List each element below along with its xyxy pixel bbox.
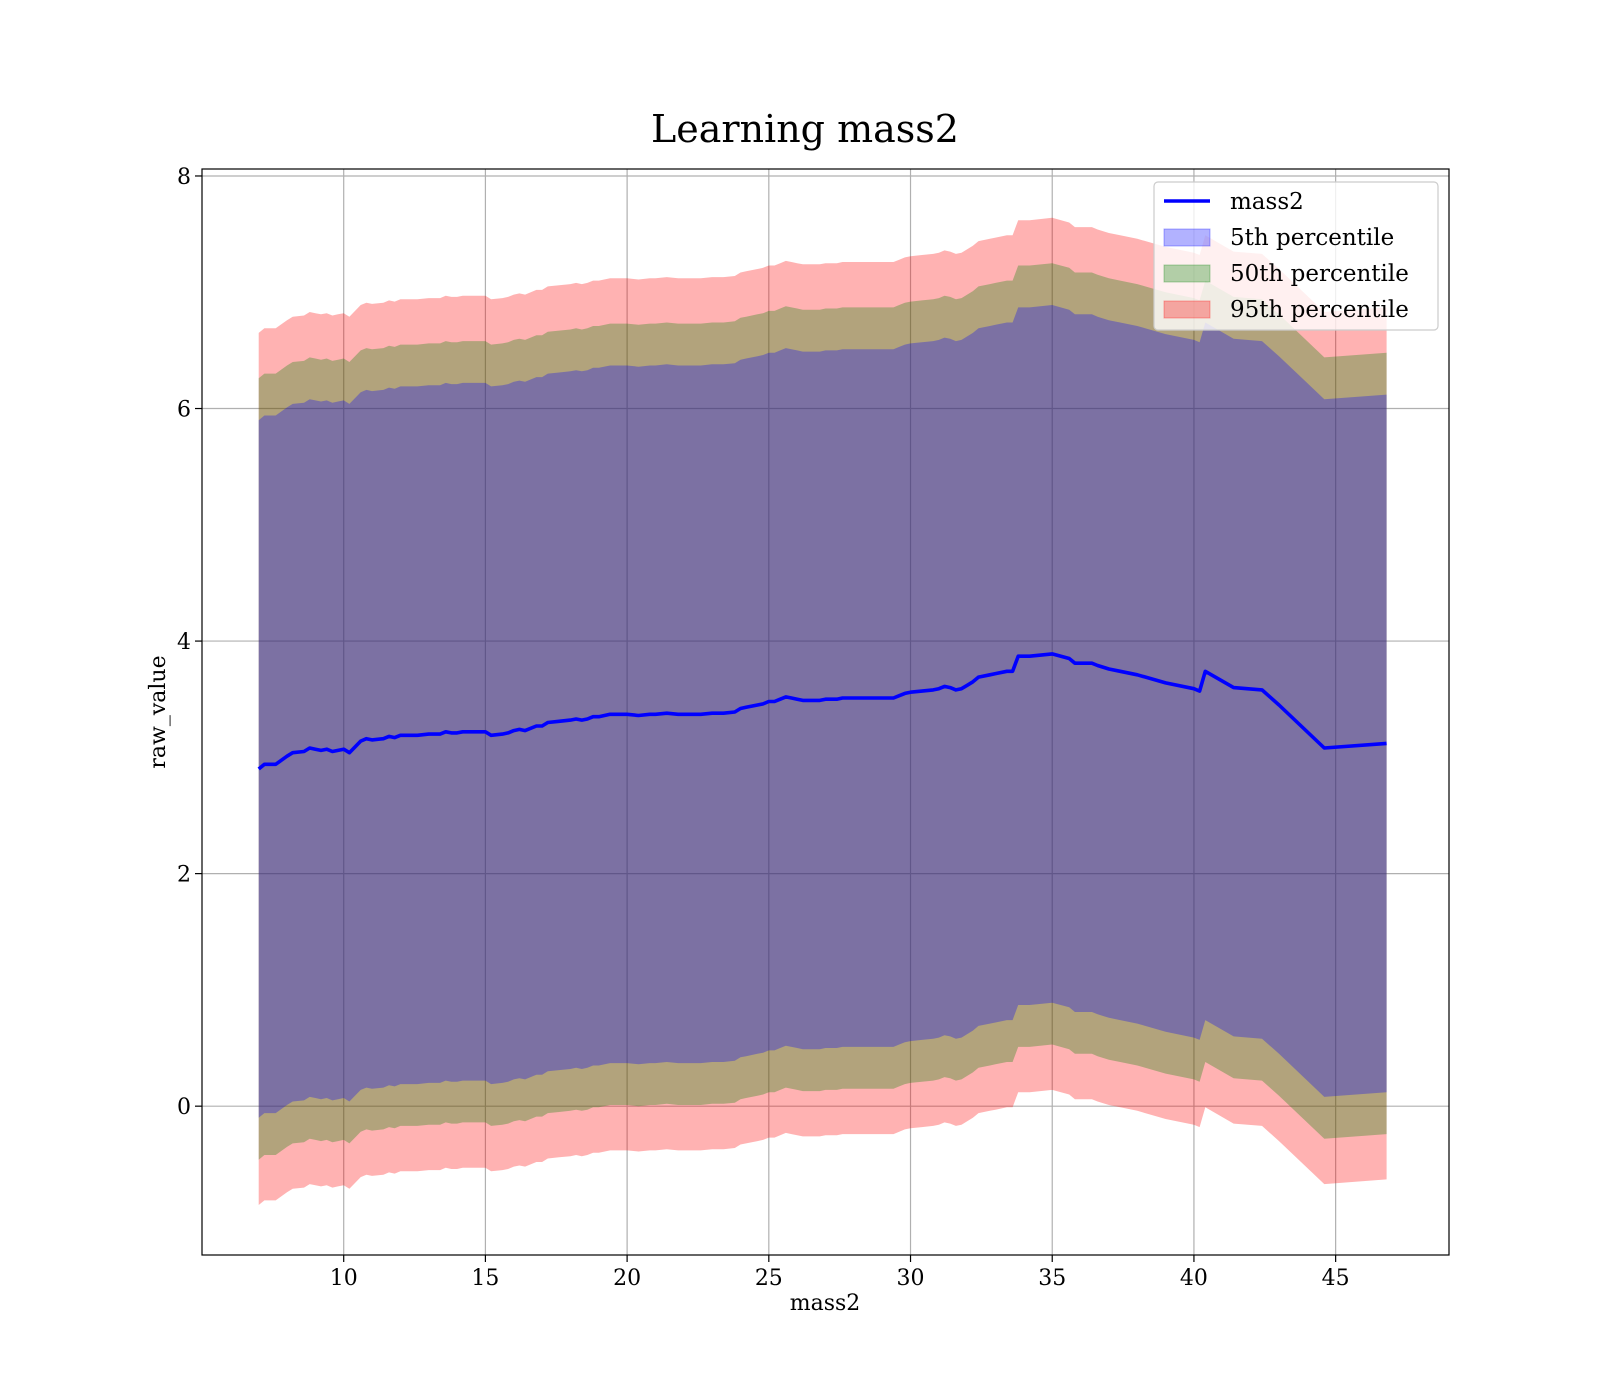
y-tick-label: 8 (177, 165, 191, 190)
x-axis-label: mass2 (790, 1291, 861, 1316)
legend-box (1153, 181, 1439, 331)
chart-title: Learning mass2 (651, 107, 959, 151)
y-tick-label: 6 (177, 398, 191, 423)
percentile-bands (258, 217, 1387, 1206)
legend-label: 50th percentile (1230, 261, 1409, 287)
legend: mass2 5th percentile 50th percentile 95th p… (1153, 181, 1439, 331)
x-tick-label: 15 (471, 1266, 499, 1291)
legend-label: 5th percentile (1230, 225, 1394, 251)
legend-label: mass2 (1230, 189, 1304, 215)
legend-label: 95th percentile (1230, 297, 1409, 323)
x-tick-label: 30 (897, 1266, 925, 1291)
plot-frame (201, 168, 1450, 1256)
legend-patch-swatch (1163, 228, 1211, 247)
legend-patch-swatch (1163, 300, 1211, 319)
y-tick-label: 4 (177, 630, 191, 655)
band-50th-percentile (258, 263, 1387, 1160)
x-tick-label: 45 (1322, 1266, 1350, 1291)
axis-ticks: 10 15 20 25 30 35 40 45 0 2 4 6 8 (177, 165, 1350, 1291)
band-5th-percentile (258, 305, 1387, 1118)
x-tick-label: 20 (613, 1266, 641, 1291)
mass2-series-line (257, 652, 1387, 771)
y-tick-label: 0 (177, 1095, 191, 1120)
x-tick-label: 10 (330, 1266, 358, 1291)
y-axis-label: raw_value (146, 655, 171, 768)
grid-lines (202, 169, 1449, 1255)
legend-patch-swatch (1163, 264, 1211, 283)
x-tick-label: 25 (755, 1266, 783, 1291)
x-tick-label: 40 (1180, 1266, 1208, 1291)
band-95th-percentile (258, 217, 1387, 1206)
x-tick-label: 35 (1038, 1266, 1066, 1291)
y-tick-label: 2 (177, 863, 191, 888)
median-line-layer (257, 652, 1387, 771)
